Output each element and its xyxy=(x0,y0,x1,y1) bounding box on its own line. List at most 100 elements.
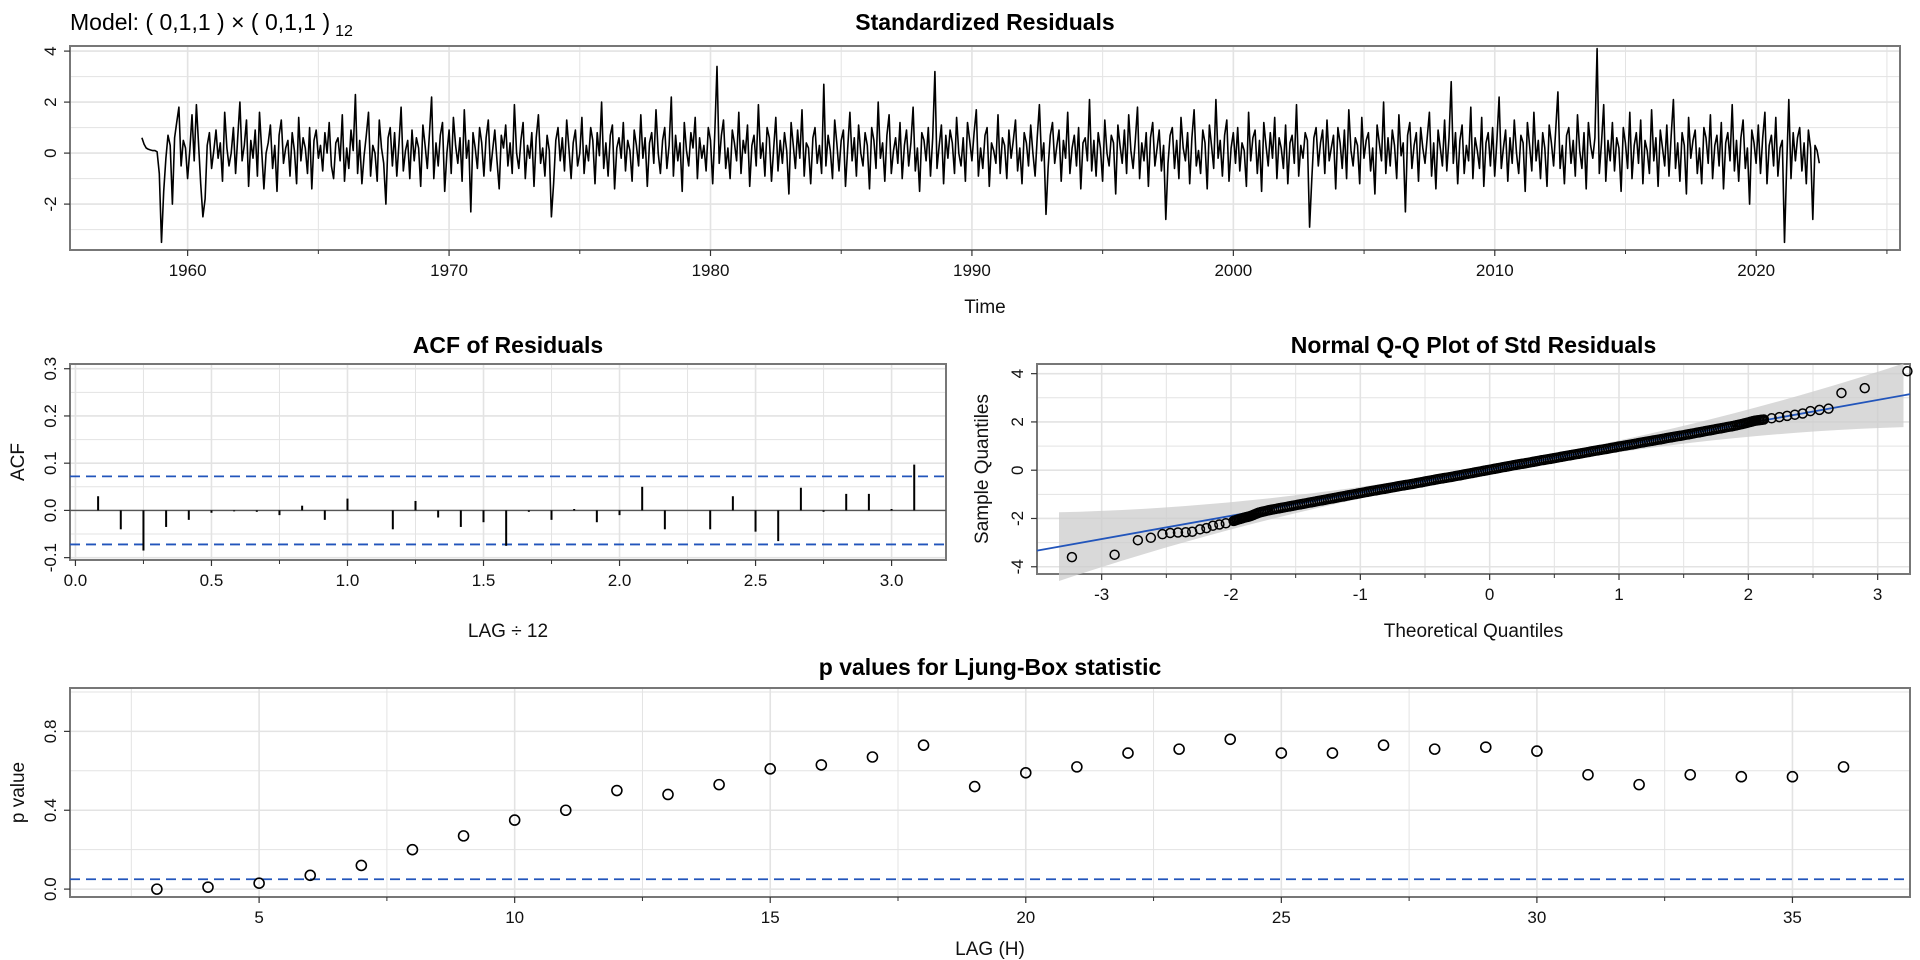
qq-point xyxy=(1781,410,1793,422)
x-tick-label: 0.5 xyxy=(200,571,224,590)
x-axis-label: Theoretical Quantiles xyxy=(1384,621,1564,642)
pvalue-point xyxy=(1582,768,1594,781)
y-tick-label: 2 xyxy=(1008,417,1027,426)
pvalue-point xyxy=(1173,743,1185,755)
y-tick-label: 0.0 xyxy=(41,877,60,901)
x-tick-label: 3.0 xyxy=(880,571,904,590)
x-tick-label: 2.0 xyxy=(608,571,632,590)
y-tick-label: -4 xyxy=(1008,559,1027,574)
x-tick-label: 1980 xyxy=(692,261,730,280)
x-tick-label: 25 xyxy=(1272,908,1291,927)
y-tick-label: -2 xyxy=(41,197,60,212)
y-tick-label: 0 xyxy=(41,148,60,157)
pvalue-point xyxy=(253,877,265,889)
residual-series-line xyxy=(141,47,1821,244)
x-tick-label: -1 xyxy=(1353,585,1368,604)
chart-title: p values for Ljung-Box statistic xyxy=(819,654,1162,680)
x-tick-label: 20 xyxy=(1016,908,1035,927)
pvalue-point xyxy=(202,881,214,893)
y-axis-label: Sample Quantiles xyxy=(972,394,993,544)
plot-frame xyxy=(1036,363,1911,575)
x-tick-label: 2.5 xyxy=(744,571,768,590)
x-axis-label: LAG (H) xyxy=(955,939,1025,960)
x-tick-label: 2 xyxy=(1744,585,1753,604)
x-tick-label: 3 xyxy=(1873,585,1882,604)
y-tick-label: 0.1 xyxy=(41,451,60,475)
pvalue-point xyxy=(1428,743,1441,755)
x-tick-label: 15 xyxy=(761,908,780,927)
pvalue-point xyxy=(866,751,879,763)
y-tick-label: 0.4 xyxy=(41,798,60,822)
qq-point xyxy=(1109,549,1120,560)
plot-area xyxy=(70,688,1910,897)
qq-point xyxy=(1157,528,1168,540)
pvalue-point xyxy=(1377,739,1390,751)
x-tick-label: 1 xyxy=(1614,585,1623,604)
x-tick-label: 10 xyxy=(505,908,524,927)
qq-point xyxy=(1180,526,1191,538)
plot-frame xyxy=(69,687,1911,898)
y-tick-label: 0 xyxy=(1008,465,1027,474)
qq-point xyxy=(1859,382,1870,394)
y-tick-label: 2 xyxy=(41,97,60,106)
x-tick-label: -3 xyxy=(1094,585,1109,604)
pvalue-point xyxy=(355,859,368,872)
pvalue-point xyxy=(457,830,470,842)
qq-point xyxy=(1902,365,1913,377)
pvalue-point xyxy=(815,759,828,771)
acf-residuals-panel: 0.0 0.5 1.0 1.5 2.0 2.5 3.0-0.10.00.10.20.3ACF… xyxy=(8,332,947,642)
pvalue-point xyxy=(662,788,674,801)
y-tick-label: 0.2 xyxy=(41,404,60,428)
qq-point xyxy=(1201,522,1212,534)
x-tick-label: 0 xyxy=(1485,585,1494,604)
pvalue-point xyxy=(304,869,317,882)
x-axis-label: LAG ÷ 12 xyxy=(468,621,548,642)
pvalue-point xyxy=(713,778,725,791)
pvalue-point xyxy=(1786,770,1799,783)
pvalue-point xyxy=(1122,747,1134,759)
y-tick-label: 4 xyxy=(1008,369,1027,378)
x-tick-label: 1990 xyxy=(953,261,991,280)
qq-point xyxy=(1774,411,1785,423)
pvalue-point xyxy=(1019,766,1032,779)
normal-qq-panel: -3 -2 -1 0 1 2 3 -4 -2 0 2 4 Normal Q-Q Plot of Std … xyxy=(972,332,1913,642)
x-tick-label: -2 xyxy=(1223,585,1238,604)
qq-point xyxy=(1766,413,1777,424)
x-axis-label: Time xyxy=(964,297,1006,318)
pvalue-point xyxy=(611,784,623,797)
x-tick-label: 1960 xyxy=(169,261,207,280)
plot-area xyxy=(70,364,946,560)
pvalue-point xyxy=(1224,733,1237,746)
qq-point xyxy=(1758,414,1770,425)
qq-point xyxy=(1823,403,1834,414)
qq-point xyxy=(1145,532,1157,544)
x-tick-label: 2000 xyxy=(1214,261,1252,280)
qq-point xyxy=(1836,387,1847,399)
pvalue-point xyxy=(1735,770,1748,783)
x-tick-label: 1.5 xyxy=(472,571,496,590)
pvalue-point xyxy=(968,780,981,793)
pvalue-point xyxy=(917,739,930,751)
qq-point xyxy=(1207,520,1219,531)
y-tick-label: -0.1 xyxy=(41,543,60,572)
x-tick-label: 35 xyxy=(1783,908,1802,927)
plot-frame xyxy=(69,363,947,561)
y-tick-label: 0.8 xyxy=(41,720,60,744)
y-tick-label: -2 xyxy=(1008,511,1027,526)
plot-frame xyxy=(69,45,1901,251)
y-tick-label: 4 xyxy=(41,46,60,55)
qq-point xyxy=(1789,409,1801,420)
chart-title: Standardized Residuals xyxy=(855,9,1114,35)
qq-point xyxy=(1172,527,1184,538)
y-tick-label: 0.0 xyxy=(41,499,60,523)
x-tick-label: 30 xyxy=(1527,908,1546,927)
y-tick-label: 0.3 xyxy=(41,357,60,381)
pvalue-point xyxy=(406,843,419,856)
qq-point xyxy=(1066,551,1078,563)
pvalue-point xyxy=(151,883,163,895)
plot-area xyxy=(70,46,1900,250)
pvalue-point xyxy=(1684,768,1697,781)
pvalue-point xyxy=(1479,741,1492,753)
y-axis-label: p value xyxy=(8,762,29,823)
